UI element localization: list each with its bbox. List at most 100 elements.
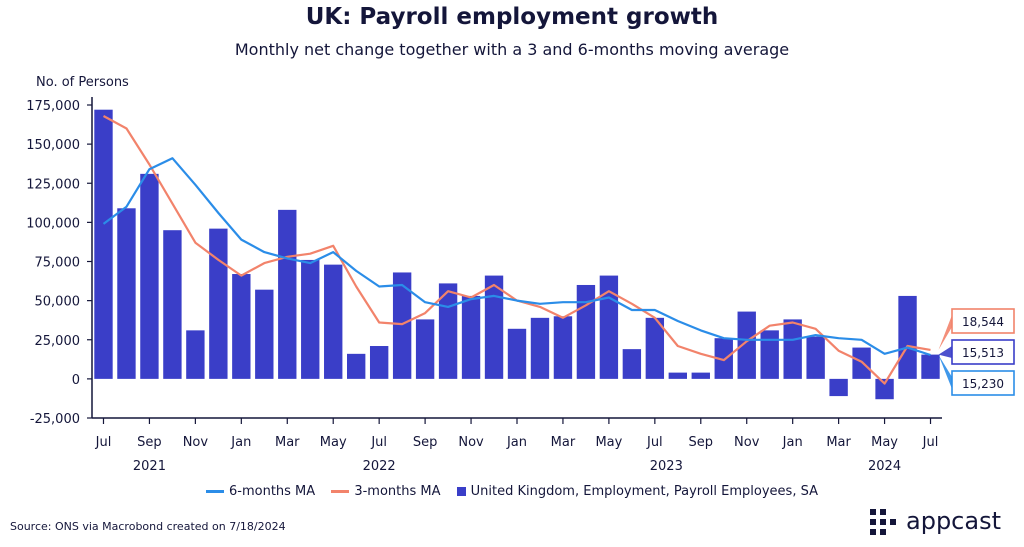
bar — [461, 295, 481, 379]
bar — [117, 208, 136, 379]
end-label-pointer — [938, 355, 952, 389]
y-tick-label: 50,000 — [35, 295, 81, 310]
x-tick-label: Nov — [183, 435, 209, 450]
x-axis-ticks: Jul Sep Nov Jan Mar May Jul Sep Nov Jan Mar May Jul S… — [95, 418, 939, 474]
y-tick-label: 150,000 — [26, 138, 80, 153]
x-tick-label: Nov — [458, 435, 484, 450]
appcast-logo-text: appcast — [906, 507, 1001, 535]
x-year-label: 2024 — [868, 459, 901, 474]
legend-label-bars: United Kingdom, Employment, Payroll Empl… — [470, 484, 818, 499]
end-label-box — [951, 339, 1015, 365]
bar — [369, 346, 389, 379]
y-tick-label: 125,000 — [26, 177, 80, 192]
y-tick-label: -25,000 — [30, 412, 80, 427]
bar — [921, 354, 940, 379]
bar — [852, 347, 871, 379]
bar — [484, 275, 504, 379]
y-tick-label: 100,000 — [26, 216, 80, 231]
bar — [507, 328, 527, 379]
x-year-label: 2023 — [650, 459, 683, 474]
bar — [760, 330, 779, 379]
bar — [140, 173, 159, 379]
bar-series — [94, 109, 940, 400]
x-year-label: 2021 — [133, 459, 166, 474]
legend-item-bars: United Kingdom, Employment, Payroll Empl… — [456, 484, 818, 499]
bar — [875, 378, 894, 400]
bar — [392, 272, 412, 379]
bar — [806, 336, 825, 379]
x-tick-label: May — [595, 435, 622, 450]
bar — [576, 284, 596, 379]
bar — [415, 319, 435, 379]
source-note: Source: ONS via Macrobond created on 7/1… — [10, 520, 286, 533]
bar — [163, 230, 182, 379]
bar — [255, 289, 274, 379]
bar — [622, 349, 642, 379]
bar — [324, 264, 343, 379]
x-tick-label: Jan — [230, 435, 251, 450]
end-label-box — [951, 370, 1015, 396]
line-series — [102, 115, 931, 385]
appcast-logo: appcast — [868, 505, 1018, 541]
x-tick-label: Jul — [370, 435, 387, 450]
bar — [186, 330, 205, 379]
x-tick-label: Jul — [922, 435, 939, 450]
y-tick-label: 25,000 — [35, 334, 81, 349]
bar — [714, 338, 733, 379]
y-tick-label: 0 — [72, 373, 80, 388]
x-year-label: 2022 — [363, 459, 396, 474]
x-tick-label: Sep — [137, 435, 162, 450]
legend-swatch-ma3 — [331, 490, 350, 493]
appcast-logo-icon — [870, 509, 896, 535]
end-label-pointer — [938, 346, 952, 358]
legend-item-ma3: 3-months MA — [331, 484, 440, 499]
legend-label-ma6: 6-months MA — [229, 484, 316, 499]
x-tick-label: Mar — [826, 435, 851, 450]
bar — [898, 295, 917, 379]
chart-subtitle: Monthly net change together with a 3 and… — [234, 40, 790, 59]
legend: 6-months MA 3-months MA United Kingdom, … — [0, 484, 1024, 499]
bar — [209, 228, 228, 379]
bar — [691, 372, 710, 379]
bar — [599, 275, 619, 379]
bar — [737, 311, 756, 379]
bar — [645, 317, 665, 379]
bar — [278, 209, 297, 379]
x-tick-label: Mar — [551, 435, 576, 450]
y-tick-label: 75,000 — [35, 256, 81, 271]
end-label-box — [951, 308, 1015, 334]
bar — [301, 259, 320, 379]
x-tick-label: Jul — [95, 435, 112, 450]
x-tick-label: Sep — [689, 435, 714, 450]
line-6-months-ma — [102, 157, 931, 357]
y-axis-label: No. of Persons — [36, 75, 129, 90]
bar — [94, 109, 113, 379]
bar — [553, 316, 573, 379]
y-tick-label: 175,000 — [26, 99, 80, 114]
end-label-text: 15,230 — [962, 377, 1004, 391]
x-tick-label: Jan — [506, 435, 527, 450]
legend-label-ma3: 3-months MA — [354, 484, 441, 499]
end-value-labels: 18,544 15,513 15,230 — [938, 308, 1015, 396]
end-label-text: 18,544 — [962, 315, 1004, 329]
bar — [347, 353, 366, 379]
bar — [530, 317, 550, 379]
x-tick-label: Sep — [413, 435, 438, 450]
bar — [668, 372, 687, 379]
legend-item-ma6: 6-months MA — [206, 484, 315, 499]
x-tick-label: May — [871, 435, 898, 450]
legend-swatch-ma6 — [206, 490, 224, 493]
legend-swatch-bars — [456, 487, 466, 496]
end-label-text: 15,513 — [962, 346, 1004, 360]
x-tick-label: May — [320, 435, 347, 450]
chart-title: UK: Payroll employment growth — [305, 4, 719, 30]
bar — [232, 274, 251, 379]
bar — [829, 378, 848, 397]
x-tick-label: Mar — [275, 435, 300, 450]
x-tick-label: Jan — [782, 435, 803, 450]
x-tick-label: Nov — [734, 435, 760, 450]
end-label-pointer — [938, 315, 952, 350]
bar — [438, 283, 458, 379]
bar — [783, 319, 802, 379]
